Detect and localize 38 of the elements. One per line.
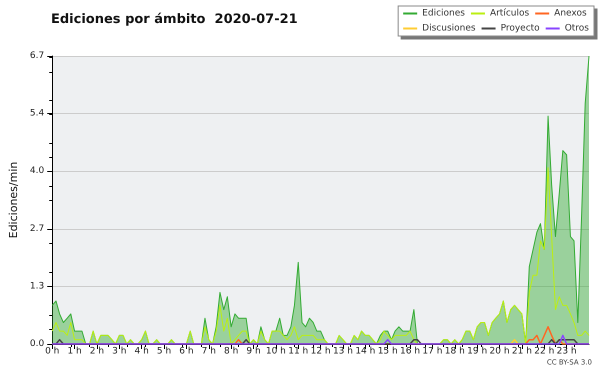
chart-title: Ediciones por ámbito 2020-07-21 xyxy=(51,12,298,27)
x-tick-label: 21 h xyxy=(512,346,532,356)
legend-label: Discusiones xyxy=(422,24,476,34)
legend-label: Proyecto xyxy=(500,24,540,34)
x-tick-label: 11 h xyxy=(288,346,308,356)
x-tick-label: 3 h xyxy=(112,346,126,356)
x-tick-label: 6 h xyxy=(179,346,194,356)
y-axis-title: Ediciones/min xyxy=(7,162,20,238)
y-tick-label: 4.0 xyxy=(30,166,44,176)
x-tick-label: 1 h xyxy=(67,346,82,356)
x-tick-label: 5 h xyxy=(156,346,172,356)
x-tick-label: 22 h xyxy=(534,346,554,356)
x-tick-label: 17 h xyxy=(422,346,442,356)
x-tick-label: 12 h xyxy=(310,346,331,356)
legend-label: Otros xyxy=(564,24,590,34)
legend-label: Anexos xyxy=(554,8,587,18)
y-tick-label: 1.3 xyxy=(30,281,44,292)
x-tick-label: 9 h xyxy=(246,346,261,356)
y-tick-label: 6.7 xyxy=(30,51,44,61)
x-tick-label: 13 h xyxy=(332,346,353,356)
x-tick-label: 16 h xyxy=(400,346,420,356)
x-tick-label: 15 h xyxy=(378,346,398,356)
x-tick-label: 8 h xyxy=(224,346,238,356)
y-tick-label: 5.4 xyxy=(30,108,44,119)
legend-label: Ediciones xyxy=(422,8,466,18)
y-tick-label: 0.0 xyxy=(30,339,44,349)
x-tick-label: 18 h xyxy=(444,346,465,356)
x-tick-label: 23 h xyxy=(556,346,577,356)
x-tick-label: 7 h xyxy=(202,346,216,356)
x-tick-label: 19 h xyxy=(467,346,488,356)
legend-label: Artículos xyxy=(490,8,530,18)
x-tick-label: 2 h xyxy=(90,346,104,356)
y-tick-label: 2.7 xyxy=(30,224,44,234)
x-tick-label: 0 h xyxy=(45,346,60,356)
x-tick-label: 20 h xyxy=(490,346,510,356)
x-tick-label: 4 h xyxy=(134,346,149,356)
x-tick-label: 14 h xyxy=(355,346,376,356)
x-tick-label: 10 h xyxy=(266,346,286,356)
